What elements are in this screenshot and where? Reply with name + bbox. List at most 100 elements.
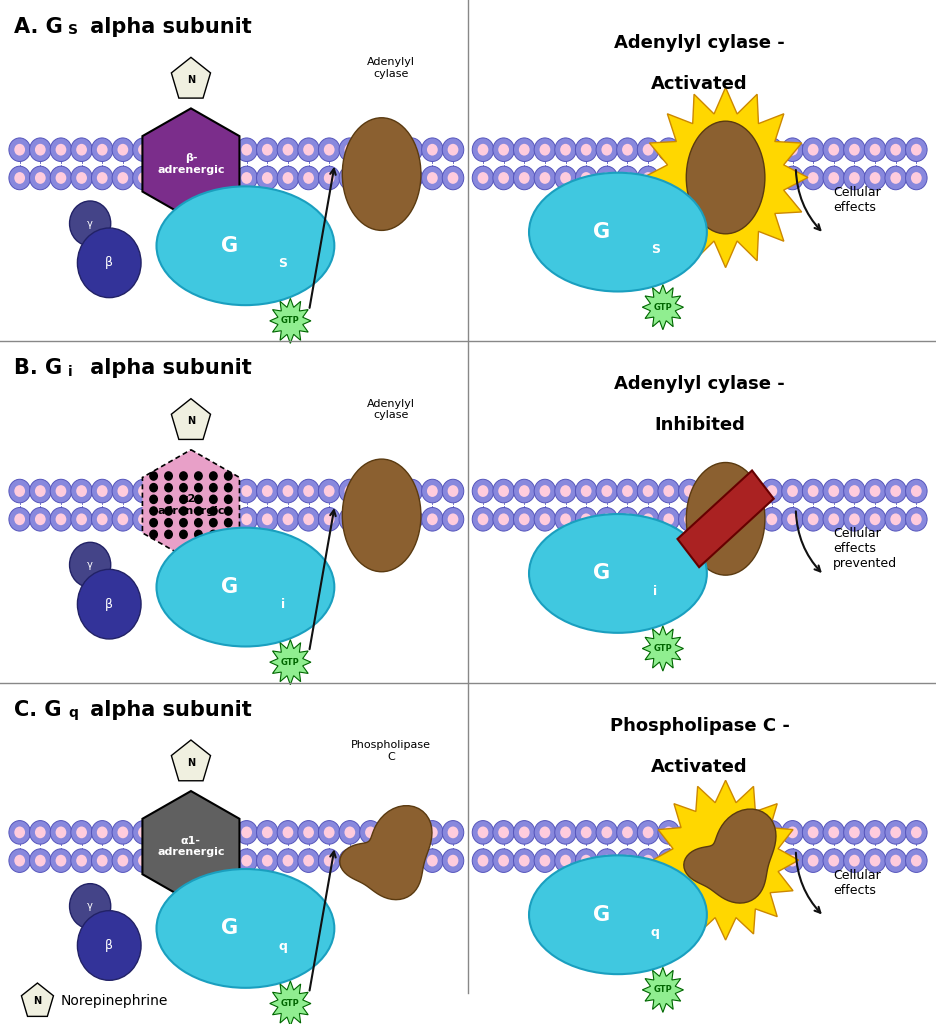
Circle shape: [35, 513, 46, 525]
Circle shape: [221, 513, 231, 525]
Circle shape: [808, 143, 818, 156]
Circle shape: [298, 138, 319, 162]
Circle shape: [9, 849, 31, 872]
Circle shape: [165, 483, 172, 492]
Circle shape: [560, 485, 571, 497]
Circle shape: [195, 507, 202, 515]
Ellipse shape: [156, 186, 334, 305]
Circle shape: [808, 855, 818, 866]
Circle shape: [165, 530, 172, 539]
Circle shape: [236, 508, 257, 531]
Circle shape: [885, 138, 906, 162]
Circle shape: [447, 143, 459, 156]
Text: Phospholipase
C: Phospholipase C: [351, 740, 431, 762]
Circle shape: [905, 849, 927, 872]
Circle shape: [421, 479, 443, 503]
Circle shape: [195, 496, 202, 504]
Circle shape: [112, 820, 134, 844]
Circle shape: [808, 485, 818, 497]
Circle shape: [617, 138, 638, 162]
Circle shape: [359, 508, 381, 531]
Circle shape: [637, 849, 659, 872]
Polygon shape: [171, 398, 211, 439]
Circle shape: [658, 820, 680, 844]
Circle shape: [849, 855, 860, 866]
Text: G: G: [221, 236, 238, 256]
Text: GTP: GTP: [281, 316, 300, 326]
Circle shape: [76, 172, 87, 184]
Ellipse shape: [529, 514, 707, 633]
Circle shape: [180, 483, 187, 492]
Circle shape: [534, 508, 556, 531]
Polygon shape: [642, 968, 683, 1013]
Circle shape: [802, 479, 824, 503]
Circle shape: [720, 166, 741, 189]
Circle shape: [344, 143, 356, 156]
Circle shape: [71, 166, 93, 189]
Circle shape: [236, 849, 257, 872]
Circle shape: [555, 820, 577, 844]
Circle shape: [241, 143, 252, 156]
Circle shape: [421, 508, 443, 531]
Circle shape: [787, 826, 797, 839]
Circle shape: [823, 820, 844, 844]
Circle shape: [386, 826, 397, 839]
Circle shape: [241, 826, 252, 839]
Circle shape: [225, 518, 232, 526]
Circle shape: [643, 485, 653, 497]
Circle shape: [69, 201, 110, 246]
Circle shape: [154, 508, 175, 531]
Circle shape: [617, 166, 638, 189]
Circle shape: [746, 485, 756, 497]
Text: i: i: [281, 598, 285, 611]
Circle shape: [447, 826, 459, 839]
Circle shape: [200, 826, 211, 839]
Circle shape: [720, 479, 741, 503]
Circle shape: [318, 166, 340, 189]
Text: N: N: [187, 75, 195, 85]
Text: alpha subunit: alpha subunit: [83, 699, 252, 720]
Circle shape: [782, 849, 803, 872]
Text: α2-
adrenergic: α2- adrenergic: [157, 495, 225, 516]
Circle shape: [401, 166, 422, 189]
Circle shape: [911, 172, 922, 184]
Circle shape: [576, 479, 597, 503]
Circle shape: [514, 166, 535, 189]
Circle shape: [602, 485, 612, 497]
Circle shape: [421, 166, 443, 189]
Circle shape: [71, 138, 93, 162]
Circle shape: [236, 138, 257, 162]
Text: Activated: Activated: [651, 758, 748, 776]
Polygon shape: [171, 740, 211, 780]
Circle shape: [576, 820, 597, 844]
Circle shape: [911, 485, 922, 497]
Circle shape: [767, 513, 777, 525]
Circle shape: [555, 479, 577, 503]
Circle shape: [684, 513, 695, 525]
Circle shape: [699, 138, 721, 162]
Circle shape: [215, 820, 237, 844]
Circle shape: [905, 138, 927, 162]
Circle shape: [180, 518, 187, 526]
Circle shape: [359, 166, 381, 189]
Circle shape: [339, 508, 360, 531]
Bar: [9, 809, 463, 884]
Circle shape: [664, 826, 674, 839]
Circle shape: [493, 820, 515, 844]
Circle shape: [843, 820, 865, 844]
Circle shape: [112, 508, 134, 531]
Circle shape: [344, 485, 356, 497]
Circle shape: [225, 507, 232, 515]
Circle shape: [180, 855, 190, 866]
Circle shape: [767, 172, 777, 184]
Circle shape: [174, 820, 196, 844]
Circle shape: [339, 849, 360, 872]
Circle shape: [55, 855, 66, 866]
Circle shape: [643, 172, 653, 184]
Text: S: S: [651, 244, 660, 256]
Circle shape: [236, 820, 257, 844]
Circle shape: [602, 513, 612, 525]
Circle shape: [256, 166, 278, 189]
Circle shape: [210, 483, 217, 492]
Circle shape: [767, 826, 777, 839]
